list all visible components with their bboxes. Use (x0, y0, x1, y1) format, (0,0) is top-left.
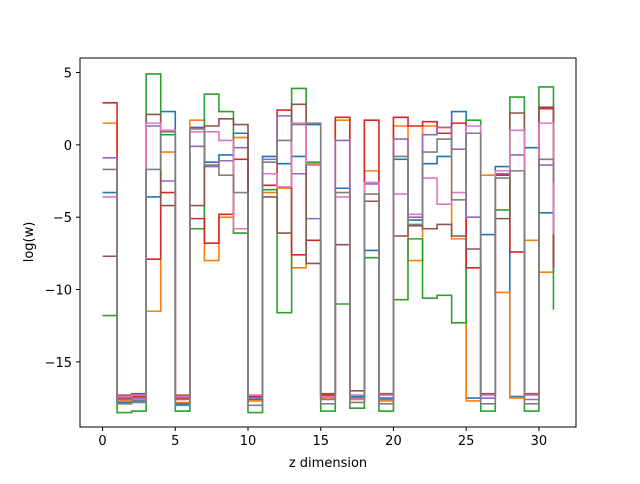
y-tick-label: −5 (53, 211, 72, 226)
x-ticks: 0 5 10 15 20 25 30 (98, 427, 547, 449)
x-tick-label: 20 (385, 434, 402, 449)
y-ticks: 5 0 −5 −10 −15 (45, 66, 80, 371)
x-tick-label: 25 (458, 434, 475, 449)
x-tick-label: 10 (240, 434, 257, 449)
x-tick-label: 15 (312, 434, 329, 449)
x-tick-label: 0 (98, 434, 106, 449)
y-tick-label: −15 (45, 356, 72, 371)
x-axis-label: z dimension (289, 456, 367, 471)
x-tick-label: 30 (531, 434, 548, 449)
y-tick-label: 0 (64, 139, 72, 154)
series-line-8 (102, 122, 555, 407)
plot-frame (79, 57, 577, 428)
y-tick-label: 5 (64, 66, 72, 81)
series-layer (102, 73, 555, 414)
y-axis-label: log(w) (22, 222, 37, 263)
series-line-2 (102, 119, 554, 404)
y-tick-label: −10 (45, 284, 72, 299)
x-tick-label: 5 (171, 434, 179, 449)
